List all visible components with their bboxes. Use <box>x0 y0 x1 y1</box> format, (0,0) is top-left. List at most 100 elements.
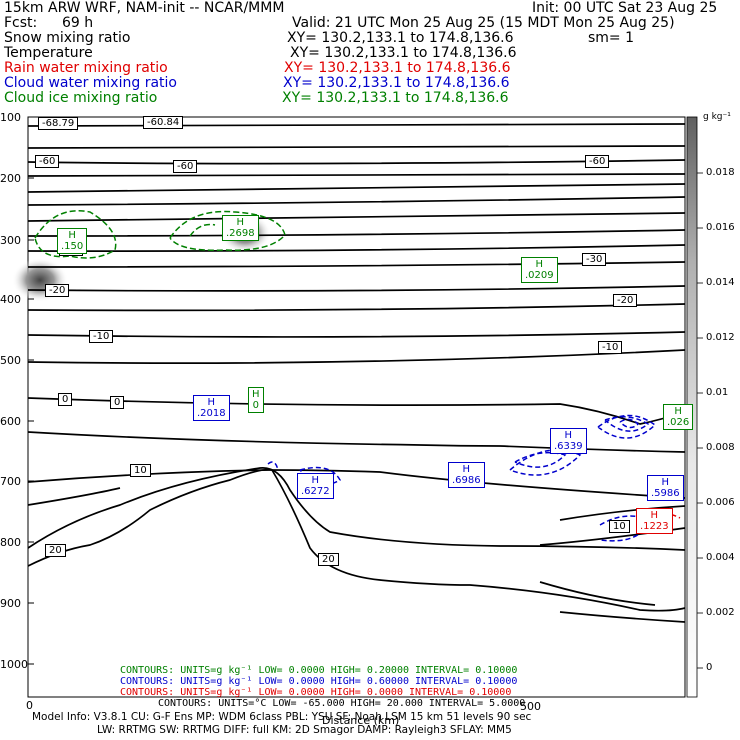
max-value: .6986 <box>452 475 481 486</box>
max-value: .0209 <box>525 270 554 281</box>
field-name-rain: Rain water mixing ratio <box>4 60 168 76</box>
max-label-cloud-water: H .5986 <box>647 475 684 501</box>
field-xy-cloud-water: XY= 130.2,133.1 to 174.8,136.6 <box>283 75 510 91</box>
max-label-cloud-ice: H .0209 <box>521 257 558 283</box>
y-tick-label: 500 <box>0 354 21 367</box>
max-label-cloud-water: H .2018 <box>193 395 230 421</box>
max-letter: H <box>68 230 76 241</box>
max-value: .150 <box>61 241 84 252</box>
field-name-snow: Snow mixing ratio <box>4 30 131 46</box>
x-tick-label: 500 <box>520 700 541 713</box>
forecast-label: Fcst: <box>4 15 38 31</box>
max-letter: H <box>207 397 216 408</box>
max-value: .2698 <box>226 228 255 239</box>
y-tick-label: 100 <box>0 111 21 124</box>
max-value: .2018 <box>197 408 226 419</box>
max-letter: H <box>236 217 245 228</box>
max-label-cloud-water: H .6272 <box>297 473 334 499</box>
field-xy-cloud-ice: XY= 130.2,133.1 to 174.8,136.6 <box>282 90 509 106</box>
temperature-contour-label: -30 <box>582 253 607 266</box>
max-label-cloud-water: H .6339 <box>550 428 587 454</box>
field-xy-temperature: XY= 130.2,133.1 to 174.8,136.6 <box>290 45 517 61</box>
y-tick-label: 400 <box>0 293 21 306</box>
max-letter: H <box>252 389 260 400</box>
chart-header: 15km ARW WRF, NAM-init -- NCAR/MMM Init:… <box>0 0 740 112</box>
colorbar-tick-label: 0 <box>706 662 713 673</box>
colorbar-tick-label: 0.004 <box>706 552 735 563</box>
max-label-cloud-ice: H .026 <box>663 404 694 430</box>
max-letter: H <box>311 475 320 486</box>
y-tick-label: 700 <box>0 475 21 488</box>
max-letter: H <box>674 406 682 417</box>
y-tick-label: 300 <box>0 234 21 247</box>
max-label-rain-water: H .1223 <box>636 508 673 534</box>
field-xy-rain: XY= 130.2,133.1 to 174.8,136.6 <box>284 60 511 76</box>
max-letter: H <box>650 510 659 521</box>
temperature-contour-label: -20 <box>613 294 638 307</box>
temperature-contour-label: 20 <box>318 553 339 566</box>
max-value: 0 <box>252 400 259 411</box>
model-info: Model Info: V3.8.1 CU: G-F Ens MP: WDM 6… <box>32 711 532 723</box>
field-name-temperature: Temperature <box>4 45 93 61</box>
max-value: .6339 <box>554 441 583 452</box>
temperature-contour-label: -68.79 <box>38 117 79 130</box>
max-label-cloud-ice: H .150 <box>57 228 88 254</box>
valid-time: Valid: 21 UTC Mon 25 Aug 25 (15 MDT Mon … <box>292 15 675 31</box>
y-tick-label: 1000 <box>0 658 28 671</box>
max-value: .5986 <box>651 488 680 499</box>
temperature-contour-label: -60 <box>173 160 198 173</box>
temperature-contour-label: 0 <box>110 396 125 409</box>
x-tick-label: 0 <box>26 699 33 712</box>
temperature-contour-label: -60 <box>35 155 60 168</box>
y-tick-label: 800 <box>0 536 21 549</box>
max-value: .026 <box>667 417 690 428</box>
y-tick-label: 600 <box>0 415 21 428</box>
y-tick-label: 200 <box>0 172 21 185</box>
max-letter: H <box>661 477 670 488</box>
forecast-hour: 69 h <box>62 15 94 31</box>
temperature-contour-label: 20 <box>45 544 66 557</box>
colorbar-tick-label: 0.006 <box>706 497 735 508</box>
colorbar-tick-label: 0.002 <box>706 607 735 618</box>
contour-info-cloud-water: CONTOURS: UNITS=g kg⁻¹ LOW= 0.0000 HIGH=… <box>120 676 518 687</box>
temperature-contour-label: 10 <box>130 464 151 477</box>
contour-info-rain-water: CONTOURS: UNITS=g kg⁻¹ LOW= 0.0000 HIGH=… <box>120 687 512 698</box>
y-tick-label: 900 <box>0 597 21 610</box>
max-label-cloud-ice: H 0 <box>248 387 264 413</box>
temperature-contour-label: -10 <box>89 330 114 343</box>
colorbar-unit: g kg⁻¹ <box>703 112 731 122</box>
colorbar-tick-label: 0.014 <box>706 277 735 288</box>
colorbar-tick-label: 0.01 <box>706 387 729 398</box>
max-label-cloud-water: H .6986 <box>448 462 485 488</box>
max-label-cloud-ice: H .2698 <box>222 215 259 241</box>
colorbar-tick-label: 0.018 <box>706 167 735 178</box>
max-letter: H <box>535 259 544 270</box>
colorbar-tick-label: 0.012 <box>706 332 735 343</box>
max-value: .1223 <box>640 521 669 532</box>
contour-info-temperature: CONTOURS: UNITS=°C LOW= -65.000 HIGH= 20… <box>158 698 526 709</box>
temperature-contour-label: -60 <box>585 155 610 168</box>
cloud-ice-contours <box>34 210 286 259</box>
temperature-contour-label: 10 <box>609 520 630 533</box>
temperature-contour-label: -20 <box>45 284 70 297</box>
field-name-cloud-ice: Cloud ice mixing ratio <box>4 90 158 106</box>
temperature-contours <box>27 123 686 623</box>
max-letter: H <box>564 430 573 441</box>
max-value: .6272 <box>301 486 330 497</box>
x-axis-label: Distance (km) <box>322 714 400 727</box>
field-smooth-snow: sm= 1 <box>588 30 635 46</box>
y-axis-ticks <box>28 177 34 665</box>
field-xy-snow: XY= 130.2,133.1 to 174.8,136.6 <box>287 30 514 46</box>
max-letter: H <box>462 464 471 475</box>
init-time: Init: 00 UTC Sat 23 Aug 25 <box>532 0 718 16</box>
temperature-contour-label: -60.84 <box>143 116 184 129</box>
physics-info: LW: RRTMG SW: RRTMG DIFF: full KM: 2D Sm… <box>97 724 512 736</box>
temperature-contour-label: -10 <box>598 341 623 354</box>
model-title: 15km ARW WRF, NAM-init -- NCAR/MMM <box>4 0 285 16</box>
contour-info-cloud-ice: CONTOURS: UNITS=g kg⁻¹ LOW= 0.0000 HIGH=… <box>120 665 518 676</box>
field-name-cloud-water: Cloud water mixing ratio <box>4 75 177 91</box>
temperature-contour-label: 0 <box>58 393 73 406</box>
colorbar-tick-label: 0.016 <box>706 222 735 233</box>
cloud-water-contours <box>199 413 694 590</box>
